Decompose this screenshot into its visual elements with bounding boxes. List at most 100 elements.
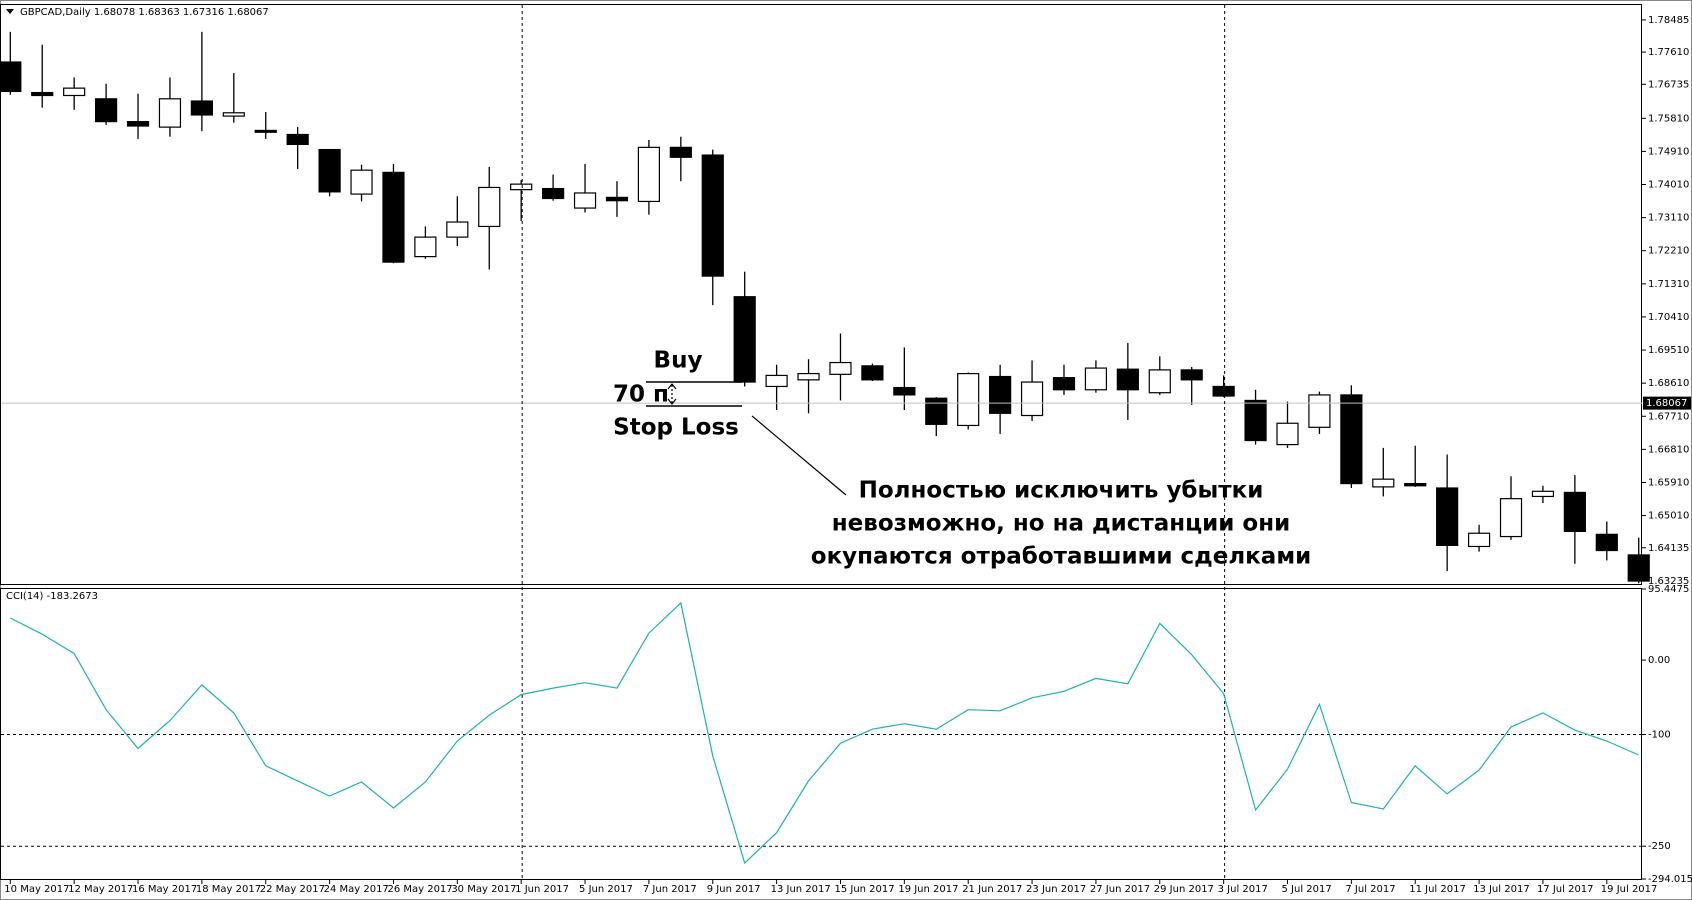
candle-body [1180,369,1203,381]
cci-line [10,601,1639,865]
x-tick-label: 21 Jun 2017 [962,884,1022,895]
x-tick-label: 3 Jul 2017 [1218,884,1268,895]
candle-body [382,171,405,263]
y-tick-label: -294.0156 [1648,874,1692,885]
y-tick-label: 1.65910 [1648,477,1689,488]
x-tick-label: 23 Jun 2017 [1026,884,1086,895]
candle-body [1404,482,1427,487]
candle-body [1244,399,1267,442]
candle-body [1372,478,1395,488]
x-tick-label: 13 Jun 2017 [771,884,831,895]
x-tick-label: 24 May 2017 [324,884,389,895]
candle-body [0,61,22,93]
x-tick-label: 19 Jul 2017 [1601,884,1658,895]
candle-body [605,196,629,202]
y-tick-label: 1.64135 [1648,543,1689,554]
candle-body [1563,491,1586,532]
candle-body [222,112,245,117]
stop-loss-label: Stop Loss [613,414,739,440]
x-tick-label: 9 Jun 2017 [707,884,761,895]
candle-body [701,154,724,277]
candle-body [733,296,756,383]
candle-body [957,372,980,427]
callout-line [751,415,847,496]
candle-body [1436,487,1459,546]
candle-body [1052,377,1076,391]
cci-panel [0,588,1642,880]
candle-body [510,183,533,191]
candle-body [318,148,341,193]
y-tick-label: 1.78485 [1648,15,1689,26]
candle-body [1084,367,1108,391]
x-tick-label: 17 Jul 2017 [1537,884,1594,895]
y-tick-label: 1.74910 [1648,146,1689,157]
candle-body [1340,394,1363,485]
note-line: окупаются отработавшими сделками [811,544,1311,570]
candle-body [1595,533,1618,552]
candle-body [893,386,916,396]
last-price-label: 1.68067 [1646,398,1687,409]
candle-body [31,91,54,97]
candle-body [126,121,150,127]
candle-body [1308,394,1331,428]
x-tick-label: 13 Jul 2017 [1473,884,1530,895]
candle-body [446,221,469,238]
candle-body [669,146,692,158]
y-tick-label: 1.71310 [1648,279,1689,290]
price-panel [0,4,1642,585]
y-tick-label: 1.67710 [1648,411,1689,422]
candle-body [925,397,948,425]
candle-body [765,374,788,388]
y-tick-label: 1.72210 [1648,246,1689,257]
candle-body [1276,422,1299,446]
candle-body [1020,381,1044,417]
y-tick-label: 1.65010 [1648,511,1689,522]
candle-body [1467,532,1491,548]
y-tick-label: 1.63235 [1648,576,1689,587]
note-line: Полностью исключить убытки [859,478,1264,504]
candle-body [414,236,437,258]
x-tick-label: 26 May 2017 [387,884,452,895]
chart-header: GBPCAD,Daily 1.68078 1.68363 1.67316 1.6… [20,7,269,18]
y-tick-label: 1.75810 [1648,113,1689,124]
x-tick-label: 18 May 2017 [196,884,261,895]
y-tick-label: 1.66810 [1648,444,1689,455]
candle-body [190,100,213,116]
y-tick-label: 1.68610 [1648,378,1689,389]
candle-body [1116,368,1139,391]
x-tick-label: 11 Jul 2017 [1409,884,1466,895]
candle-body [158,98,182,128]
x-tick-label: 7 Jul 2017 [1345,884,1395,895]
menu-triangle[interactable] [6,9,14,14]
candle-body [286,133,309,146]
candle-body [1627,554,1650,582]
y-tick-label: 95.4475 [1648,584,1689,595]
pips-arrowheads [667,383,677,405]
x-tick-label: 29 Jun 2017 [1154,884,1214,895]
candle-body [350,169,373,195]
y-tick-label: 1.73110 [1648,213,1689,224]
x-tick-label: 10 May 2017 [4,884,69,895]
x-tick-label: 19 Jun 2017 [898,884,958,895]
candle-body [542,187,565,200]
candle-body [989,375,1012,414]
indicator-header: CCI(14) -183.2673 [6,591,98,602]
candle-body [254,129,277,133]
y-tick-label: 0.00 [1648,655,1670,666]
y-tick-label: 1.77610 [1648,47,1689,58]
x-tick-label: 1 Jun 2017 [515,884,569,895]
candle-body [1499,498,1523,538]
x-tick-label: 7 Jun 2017 [643,884,697,895]
y-tick-label: 1.74010 [1648,180,1689,191]
candle-body [797,372,820,381]
candle-body [1212,385,1235,397]
candle-body [63,87,86,97]
candle-body [478,186,501,228]
y-tick-label: 1.76735 [1648,79,1689,90]
note-line: невозможно, но на дистанции они [832,511,1290,537]
x-tick-label: 12 May 2017 [68,884,133,895]
x-tick-label: 16 May 2017 [132,884,197,895]
candle-body [573,192,597,209]
candle-body [829,361,852,375]
